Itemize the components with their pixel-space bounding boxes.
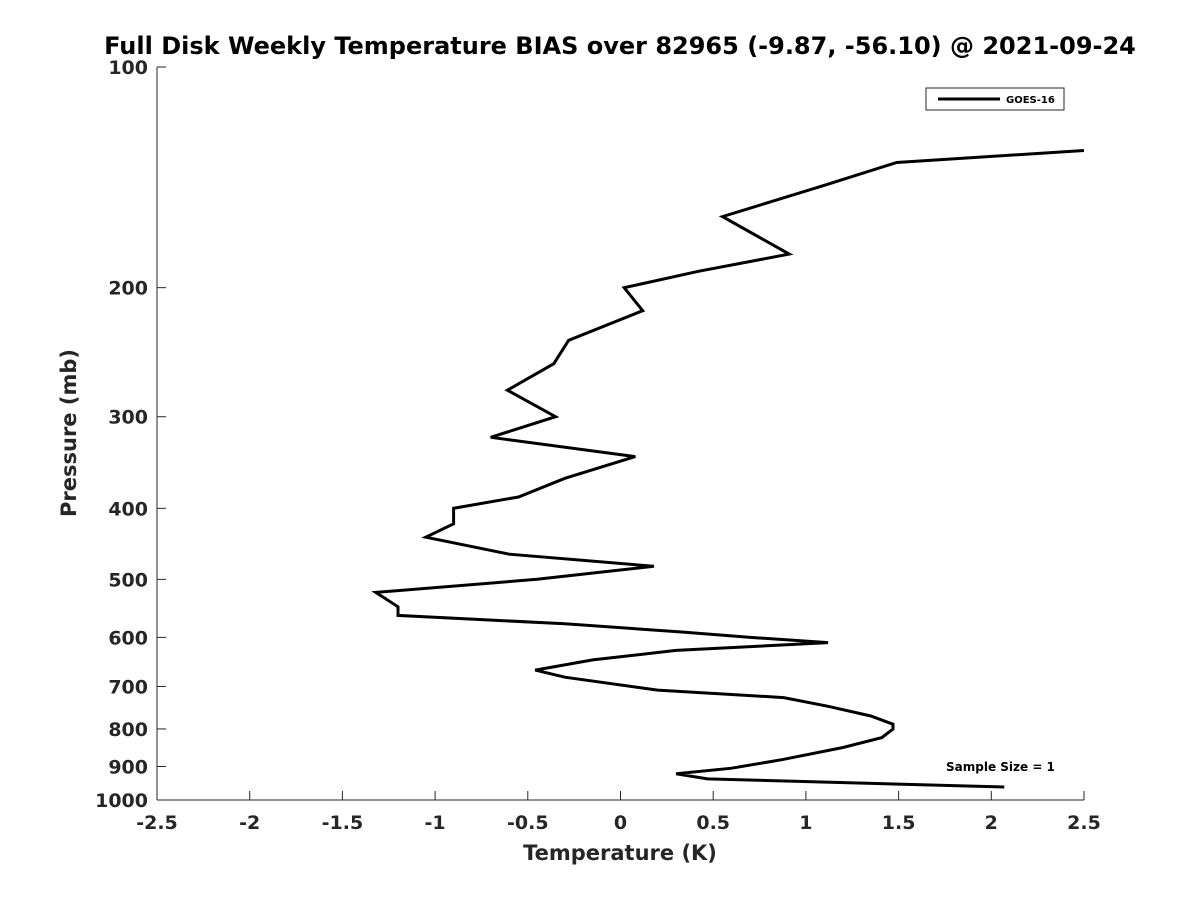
y-tick-label: 1000 xyxy=(95,790,148,812)
x-tick-label: -1.5 xyxy=(322,812,364,834)
x-tick-label: -1 xyxy=(425,812,446,834)
x-tick-label: -2.5 xyxy=(136,812,178,834)
y-tick-label: 500 xyxy=(108,569,148,591)
y-tick-label: 900 xyxy=(108,756,148,778)
y-tick-label: 800 xyxy=(108,719,148,741)
x-tick-label: 2.5 xyxy=(1067,812,1101,834)
y-ticks: 100 200 300 400 500 600 700 800 900 1000 xyxy=(95,57,166,812)
y-tick-label: 600 xyxy=(108,627,148,649)
sample-size-annotation: Sample Size = 1 xyxy=(946,760,1055,774)
x-tick-label: 1.5 xyxy=(882,812,916,834)
y-tick-label: 200 xyxy=(108,278,148,300)
x-tick-label: -0.5 xyxy=(507,812,549,834)
x-ticks: -2.5 -2 -1.5 -1 -0.5 0 0.5 1 1.5 2 2.5 xyxy=(136,791,1101,834)
y-axis-label: Pressure (mb) xyxy=(57,349,81,517)
plot-area: -2.5 -2 -1.5 -1 -0.5 0 0.5 1 1.5 2 2.5 100 200 300 40… xyxy=(95,57,1101,834)
x-tick-label: 0.5 xyxy=(696,812,730,834)
legend-label-goes16: GOES-16 xyxy=(1006,95,1055,106)
y-tick-label: 700 xyxy=(108,676,148,698)
y-tick-label: 300 xyxy=(108,407,148,429)
legend: GOES-16 xyxy=(925,87,1065,111)
x-tick-label: 1 xyxy=(799,812,812,834)
x-tick-label: 2 xyxy=(985,812,998,834)
y-tick-label: 400 xyxy=(108,498,148,520)
x-axis-label: Temperature (K) xyxy=(523,841,717,865)
y-tick-label: 100 xyxy=(108,57,148,79)
series-line-goes16 xyxy=(371,149,1085,789)
chart-title: Full Disk Weekly Temperature BIAS over 8… xyxy=(104,32,1136,60)
x-tick-label: -2 xyxy=(239,812,260,834)
series-layer xyxy=(371,149,1085,789)
x-tick-label: 0 xyxy=(614,812,627,834)
